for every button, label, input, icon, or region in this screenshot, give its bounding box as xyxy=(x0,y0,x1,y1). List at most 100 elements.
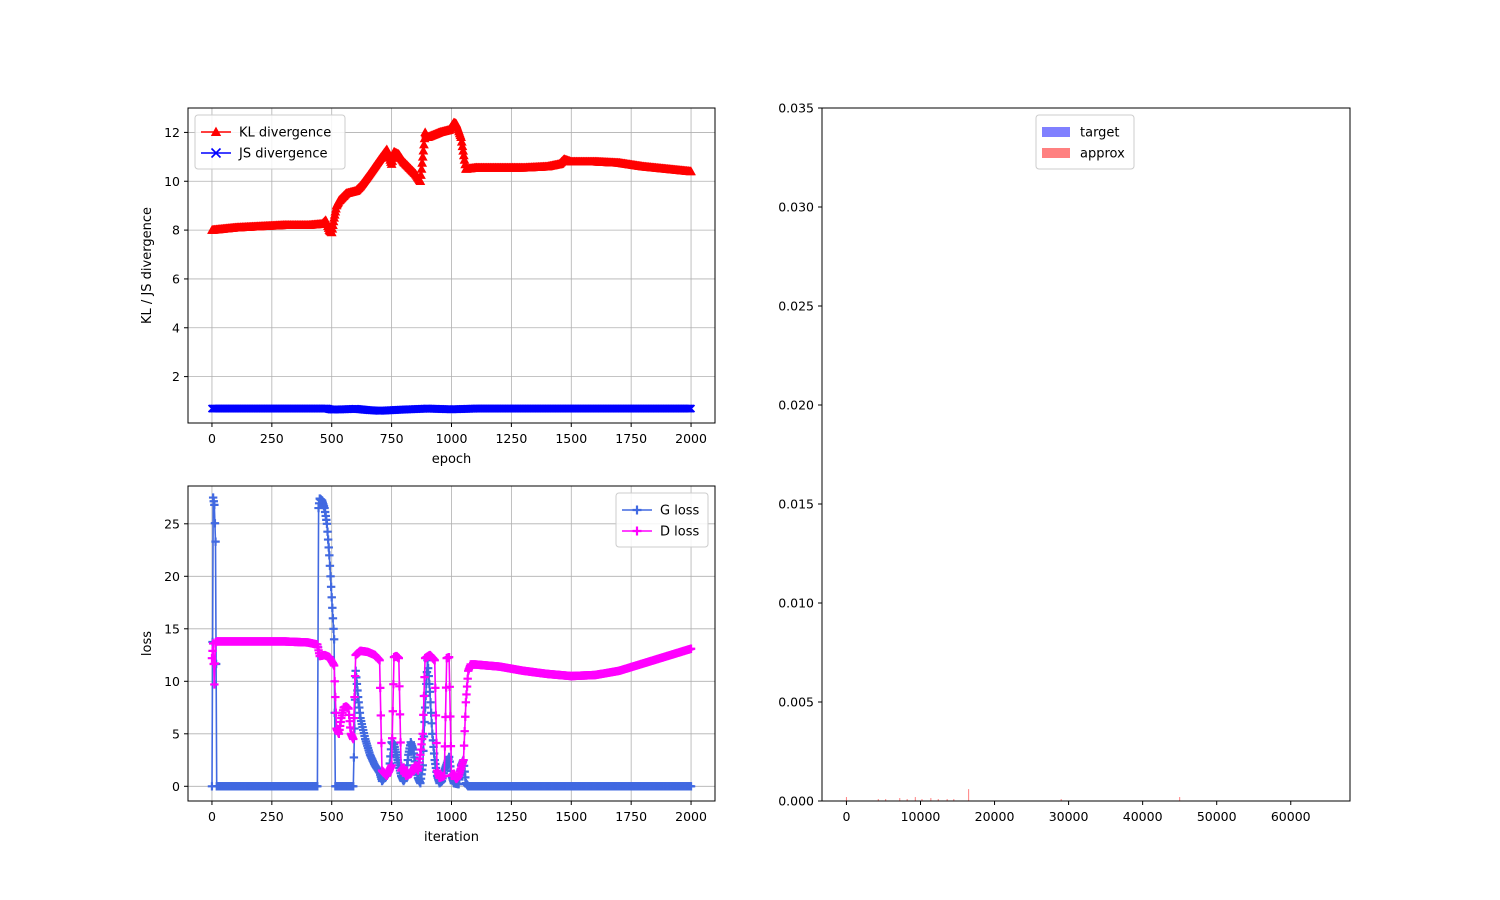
data-point xyxy=(463,674,472,683)
data-point xyxy=(420,717,429,727)
data-point xyxy=(350,671,360,681)
data-point xyxy=(349,734,358,744)
x-tick-label: 40000 xyxy=(1123,809,1163,824)
data-point xyxy=(207,654,217,663)
y-tick-label: 15 xyxy=(164,621,180,636)
data-point xyxy=(445,682,454,692)
legend-marker xyxy=(210,126,222,137)
histogram-bar xyxy=(921,799,923,801)
data-point xyxy=(394,654,403,663)
data-point xyxy=(426,698,435,707)
data-point xyxy=(686,166,696,176)
data-point xyxy=(459,755,468,765)
y-tick-label: 0.005 xyxy=(778,695,814,710)
legend-marker xyxy=(632,526,642,536)
histogram-bar xyxy=(845,797,847,801)
data-point xyxy=(686,404,696,413)
y-tick-label: 8 xyxy=(172,223,180,238)
data-point xyxy=(418,145,429,155)
data-point xyxy=(427,719,436,728)
plot-frame xyxy=(821,107,1351,802)
legend-swatch xyxy=(1042,148,1070,158)
data-point xyxy=(349,782,358,791)
histogram-bar xyxy=(1179,797,1181,801)
data-point xyxy=(417,157,428,167)
data-point xyxy=(331,692,340,702)
x-tick-label: 500 xyxy=(320,431,344,446)
data-point xyxy=(376,711,386,720)
data-point xyxy=(329,624,338,633)
data-point xyxy=(440,771,449,780)
histogram-bar xyxy=(930,798,932,801)
y-tick-label: 0 xyxy=(172,779,180,794)
data-point xyxy=(461,698,471,707)
x-tick-label: 1750 xyxy=(615,431,647,446)
x-tick-label: 2000 xyxy=(675,431,707,446)
data-point xyxy=(326,572,335,581)
data-point xyxy=(328,614,338,623)
x-tick-label: 0 xyxy=(842,809,850,824)
histogram-bar xyxy=(1060,799,1062,801)
data-point xyxy=(459,741,469,750)
x-tick-label: 1250 xyxy=(495,431,527,446)
y-tick-label: 25 xyxy=(164,516,180,531)
data-point xyxy=(395,682,404,691)
y-tick-label: 5 xyxy=(172,726,180,741)
data-point xyxy=(419,710,428,720)
data-point xyxy=(431,683,440,693)
x-tick-label: 0 xyxy=(208,431,216,446)
data-point xyxy=(210,519,220,528)
data-point xyxy=(396,738,405,747)
legend-label: target xyxy=(1080,126,1120,141)
data-point xyxy=(329,661,339,670)
y-tick-label: 10 xyxy=(164,174,180,189)
y-tick-label: 4 xyxy=(172,320,180,335)
data-point xyxy=(462,682,472,691)
data-point xyxy=(327,593,336,602)
data-point xyxy=(418,729,427,738)
series-d-loss xyxy=(207,637,696,784)
data-point xyxy=(419,691,429,701)
data-point xyxy=(329,635,339,644)
y-tick-label: 0.010 xyxy=(778,596,814,611)
legend-label: G loss xyxy=(660,504,700,519)
x-tick-label: 750 xyxy=(380,809,404,824)
data-point xyxy=(426,708,436,717)
data-point xyxy=(325,561,335,570)
data-point xyxy=(395,710,405,719)
x-tick-label: 10000 xyxy=(901,809,941,824)
data-point xyxy=(210,659,220,668)
y-tick-label: 0.015 xyxy=(778,497,814,512)
y-tick-label: 0.025 xyxy=(778,299,814,314)
plot-area xyxy=(207,117,696,415)
data-point xyxy=(377,738,386,748)
data-point xyxy=(387,761,396,770)
series-js-divergence xyxy=(207,404,696,415)
histogram-bar xyxy=(968,789,970,801)
data-point xyxy=(431,711,441,720)
data-point xyxy=(462,690,471,699)
data-point xyxy=(349,753,359,762)
histogram-bar xyxy=(885,799,887,801)
data-point xyxy=(415,176,426,186)
x-tick-label: 750 xyxy=(380,431,404,446)
y-tick-label: 10 xyxy=(164,674,180,689)
data-point xyxy=(388,707,398,716)
x-tick-label: 500 xyxy=(320,809,344,824)
x-tick-label: 250 xyxy=(260,809,284,824)
histogram-bar xyxy=(877,799,879,801)
x-tick-label: 60000 xyxy=(1271,809,1311,824)
legend-swatch xyxy=(1042,127,1070,137)
data-point xyxy=(420,672,429,682)
data-point xyxy=(388,734,397,743)
data-point xyxy=(446,741,456,751)
loss-chart: 0 250 500 750 1000 1250 1500 1750 2000 0 5 10 15 20 25… xyxy=(140,485,716,845)
divergence-chart: 0 250 500 750 1000 1250 1500 1750 2000 2 4 6 8 10 12 ep… xyxy=(140,107,716,467)
legend-label: KL divergence xyxy=(239,126,331,141)
x-tick-label: 1000 xyxy=(436,809,468,824)
y-tick-label: 12 xyxy=(164,125,180,140)
x-tick-label: 1500 xyxy=(555,431,587,446)
legend-box xyxy=(615,492,709,548)
data-point xyxy=(323,535,333,544)
data-point xyxy=(322,519,332,528)
